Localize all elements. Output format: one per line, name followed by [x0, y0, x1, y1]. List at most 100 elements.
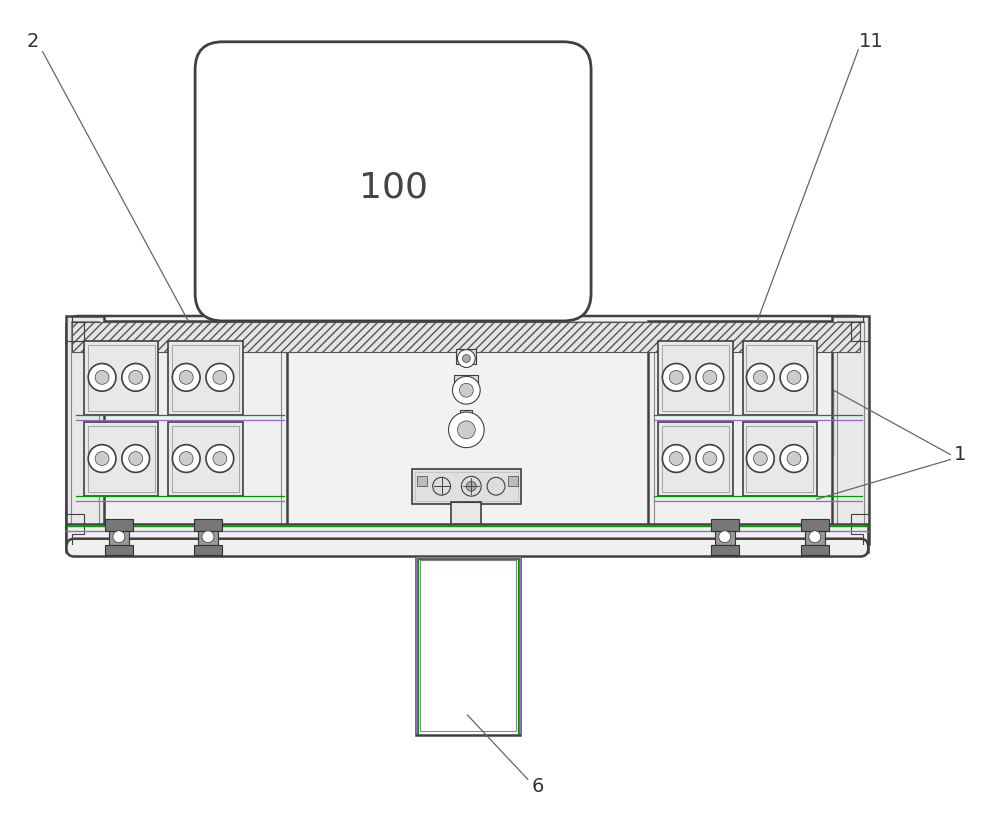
- Bar: [84, 422, 158, 496]
- Bar: [837, 321, 864, 539]
- Bar: [658, 341, 733, 415]
- Bar: [198, 530, 218, 544]
- Bar: [412, 469, 521, 504]
- Circle shape: [703, 451, 717, 465]
- Bar: [805, 530, 825, 544]
- Bar: [168, 341, 243, 415]
- Bar: [743, 341, 817, 415]
- Bar: [662, 426, 729, 493]
- Circle shape: [88, 364, 116, 391]
- Bar: [801, 519, 829, 530]
- Circle shape: [696, 364, 724, 391]
- Bar: [105, 519, 133, 530]
- Bar: [658, 422, 733, 496]
- Circle shape: [461, 476, 481, 496]
- Bar: [743, 422, 817, 496]
- Circle shape: [449, 412, 484, 448]
- Circle shape: [122, 445, 150, 473]
- Text: 11: 11: [859, 32, 884, 51]
- Circle shape: [466, 481, 476, 491]
- Bar: [801, 544, 829, 554]
- Bar: [715, 530, 735, 544]
- Text: 1: 1: [954, 445, 966, 464]
- Circle shape: [213, 370, 227, 384]
- Circle shape: [787, 451, 801, 465]
- Circle shape: [113, 530, 125, 543]
- Circle shape: [433, 478, 451, 495]
- Bar: [66, 316, 104, 544]
- Circle shape: [213, 451, 227, 465]
- Bar: [451, 502, 481, 524]
- Circle shape: [129, 370, 143, 384]
- Circle shape: [746, 364, 774, 391]
- Circle shape: [787, 370, 801, 384]
- Bar: [508, 476, 518, 486]
- Circle shape: [179, 451, 193, 465]
- Bar: [66, 524, 868, 552]
- Text: 2: 2: [27, 32, 39, 51]
- Bar: [460, 410, 472, 431]
- Circle shape: [753, 370, 767, 384]
- Circle shape: [462, 355, 470, 362]
- Circle shape: [703, 370, 717, 384]
- Circle shape: [457, 350, 475, 367]
- Bar: [415, 473, 518, 501]
- Bar: [84, 341, 158, 415]
- Bar: [456, 349, 476, 364]
- Bar: [711, 544, 739, 554]
- Bar: [746, 345, 813, 411]
- Circle shape: [459, 384, 473, 397]
- Circle shape: [780, 445, 808, 473]
- Circle shape: [95, 370, 109, 384]
- Bar: [88, 345, 155, 411]
- Circle shape: [452, 376, 480, 404]
- Bar: [662, 345, 729, 411]
- Circle shape: [662, 445, 690, 473]
- Bar: [417, 476, 427, 486]
- FancyBboxPatch shape: [195, 42, 591, 321]
- Bar: [75, 327, 281, 528]
- Circle shape: [172, 445, 200, 473]
- Circle shape: [88, 445, 116, 473]
- Bar: [654, 327, 860, 528]
- Bar: [109, 530, 129, 544]
- Bar: [105, 544, 133, 554]
- Circle shape: [206, 364, 234, 391]
- Text: 100: 100: [359, 170, 428, 205]
- Bar: [69, 321, 287, 534]
- Circle shape: [669, 370, 683, 384]
- Circle shape: [780, 364, 808, 391]
- Bar: [416, 557, 520, 735]
- Circle shape: [662, 364, 690, 391]
- Circle shape: [696, 445, 724, 473]
- Bar: [832, 316, 869, 544]
- Bar: [88, 426, 155, 493]
- Bar: [194, 544, 222, 554]
- Circle shape: [206, 445, 234, 473]
- Bar: [172, 345, 239, 411]
- Text: 6: 6: [531, 776, 544, 795]
- Bar: [454, 375, 478, 384]
- Bar: [746, 426, 813, 493]
- Circle shape: [129, 451, 143, 465]
- Circle shape: [95, 451, 109, 465]
- Circle shape: [487, 478, 505, 495]
- FancyBboxPatch shape: [66, 316, 866, 544]
- Bar: [71, 321, 99, 539]
- Circle shape: [809, 530, 821, 543]
- FancyBboxPatch shape: [66, 539, 868, 557]
- Circle shape: [179, 370, 193, 384]
- Circle shape: [669, 451, 683, 465]
- Circle shape: [202, 530, 214, 543]
- Bar: [420, 560, 516, 731]
- Bar: [194, 519, 222, 530]
- Bar: [648, 321, 866, 534]
- Bar: [711, 519, 739, 530]
- Circle shape: [719, 530, 731, 543]
- Circle shape: [122, 364, 150, 391]
- Bar: [172, 426, 239, 493]
- Bar: [72, 322, 860, 351]
- Bar: [168, 422, 243, 496]
- Circle shape: [753, 451, 767, 465]
- Circle shape: [746, 445, 774, 473]
